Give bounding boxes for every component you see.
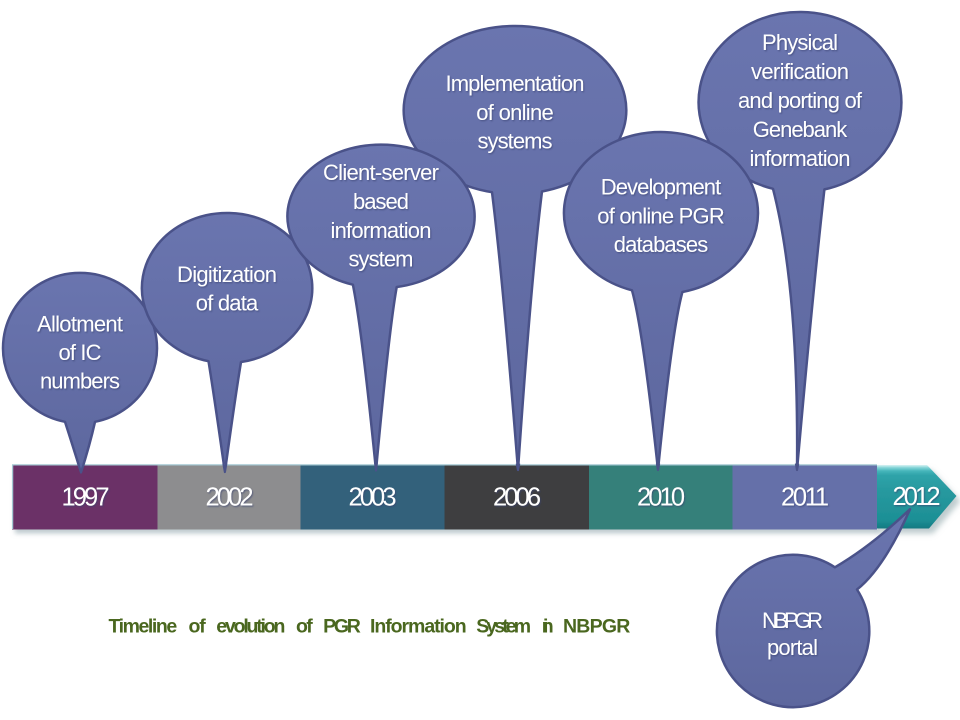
svg-text:Information: Information [370,616,467,638]
svg-text:2012: 2012 [893,483,941,511]
svg-text:1997: 1997 [62,484,110,512]
svg-text:System: System [476,616,531,638]
svg-text:of online: of online [476,100,554,125]
svg-text:2003: 2003 [349,484,397,512]
svg-text:and porting of: and porting of [738,88,863,113]
svg-text:NBPGR: NBPGR [563,616,630,638]
svg-text:2011: 2011 [781,484,829,512]
svg-text:2002: 2002 [206,484,254,512]
svg-text:Genebank: Genebank [753,117,849,142]
svg-text:information: information [331,218,432,243]
svg-text:numbers: numbers [40,369,120,394]
svg-text:2006: 2006 [493,484,541,512]
svg-text:Implementation: Implementation [446,71,585,96]
svg-text:verification: verification [751,59,849,84]
svg-text:of data: of data [196,291,259,316]
svg-text:of online PGR: of online PGR [597,204,725,229]
svg-text:Timeline: Timeline [109,616,178,638]
svg-text:Client-server: Client-server [323,160,439,185]
svg-text:Development: Development [601,175,722,200]
svg-text:based: based [353,189,409,214]
svg-text:of: of [296,616,313,638]
svg-text:Allotment: Allotment [37,312,123,337]
svg-text:PGR: PGR [323,616,361,638]
svg-text:databases: databases [614,232,709,257]
svg-text:2010: 2010 [637,484,685,512]
svg-text:of: of [189,616,207,638]
svg-text:Physical: Physical [762,30,838,55]
svg-text:of IC: of IC [59,340,102,365]
svg-text:evolution: evolution [216,616,285,638]
svg-text:portal: portal [767,635,818,660]
svg-text:Digitization: Digitization [177,262,277,287]
svg-text:in: in [542,616,554,638]
svg-text:system: system [349,247,414,272]
svg-text:systems: systems [478,129,553,154]
svg-text:NBPGR: NBPGR [762,608,823,633]
svg-text:information: information [750,146,851,171]
